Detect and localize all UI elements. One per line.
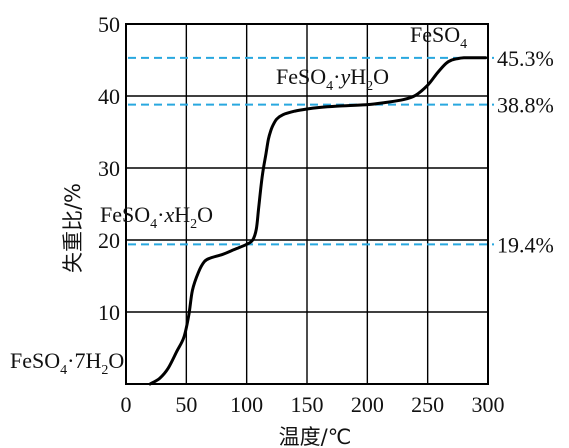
- y-axis-label: 失重比/%: [61, 183, 85, 273]
- plot-frame: [125, 23, 489, 385]
- x-tick-label-4: 200: [351, 392, 384, 417]
- x-tick-labels: 0 50 100 150 200 250 300: [121, 392, 505, 417]
- weight-loss-curve: [148, 56, 488, 386]
- annotation-feso4-xh2o: FeSO4·xH2O: [100, 202, 213, 232]
- x-tick-label-0: 0: [121, 392, 132, 417]
- reference-label-2: 19.4%: [497, 232, 554, 257]
- reference-lines: [128, 56, 494, 246]
- x-tick-label-2: 100: [230, 392, 263, 417]
- y-tick-label-1: 20: [98, 228, 120, 253]
- y-tick-label-0: 10: [98, 300, 120, 325]
- y-tick-labels: 10 20 30 40 50: [98, 12, 120, 325]
- reference-label-0: 45.3%: [497, 46, 554, 71]
- x-tick-label-1: 50: [175, 392, 197, 417]
- annotation-feso4-yh2o: FeSO4·yH2O: [276, 64, 389, 94]
- annotation-feso4-7h2o: FeSO4·7H2O: [10, 348, 124, 378]
- grid-layer: [126, 24, 488, 384]
- x-tick-label-6: 300: [472, 392, 505, 417]
- percentage-labels: 45.3% 38.8% 19.4%: [497, 46, 554, 257]
- annotation-feso4: FeSO4: [410, 22, 467, 52]
- reference-label-1: 38.8%: [497, 93, 554, 118]
- y-tick-label-4: 50: [98, 12, 120, 37]
- y-tick-label-3: 40: [98, 84, 120, 109]
- x-tick-label-3: 150: [291, 392, 324, 417]
- x-axis-label: 温度/℃: [279, 425, 352, 448]
- y-tick-label-2: 30: [98, 156, 120, 181]
- x-tick-label-5: 250: [411, 392, 444, 417]
